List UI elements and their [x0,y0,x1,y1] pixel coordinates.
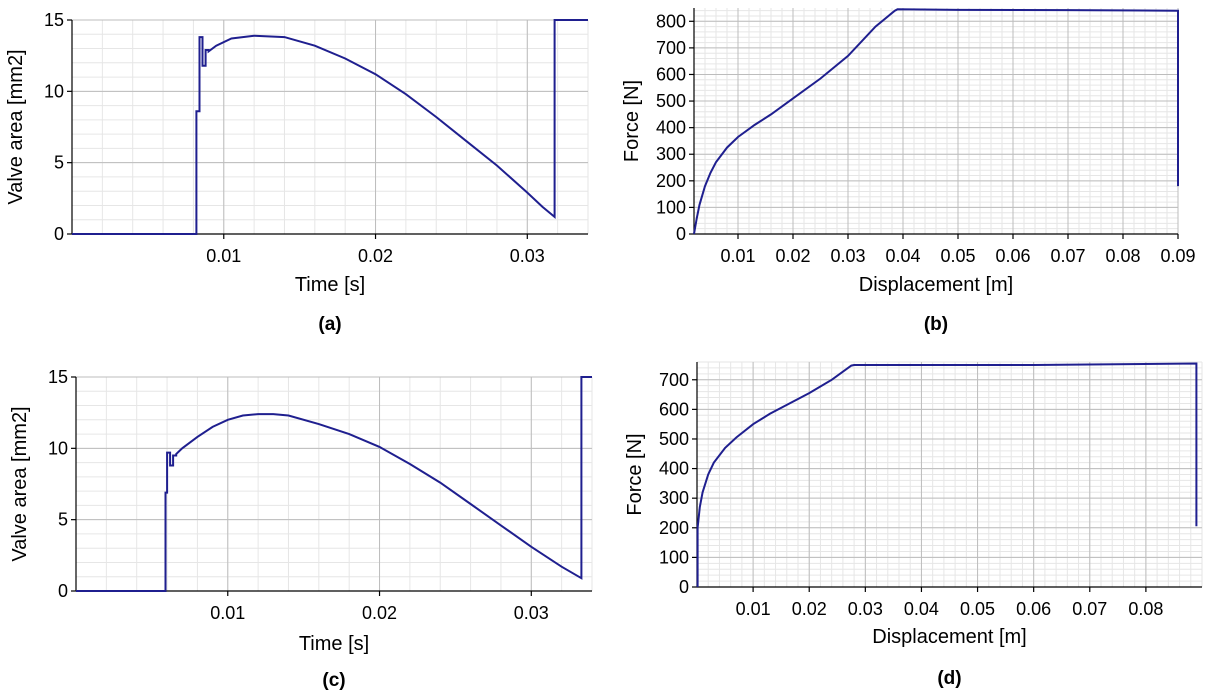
y-tick-label: 300 [659,488,689,508]
y-tick-label: 100 [656,197,686,217]
x-tick-label: 0.02 [362,603,397,623]
x-tick-label: 0.04 [904,599,939,619]
x-tick-label: 0.08 [1128,599,1163,619]
x-tick-label: 0.05 [960,599,995,619]
x-axis-label: Displacement [m] [859,274,1014,296]
y-tick-label: 0 [54,224,64,244]
x-tick-label: 0.02 [792,599,827,619]
x-tick-label: 0.03 [514,603,549,623]
x-tick-label: 0.07 [1072,599,1107,619]
panel-label: (b) [924,314,948,335]
y-axis-label: Force [N] [624,433,646,515]
x-tick-label: 0.03 [848,599,883,619]
x-axis-label: Time [s] [299,633,369,655]
y-tick-label: 600 [656,64,686,84]
y-tick-label: 15 [48,367,68,387]
x-tick-label: 0.03 [510,246,545,266]
y-tick-label: 800 [656,11,686,31]
y-tick-label: 500 [659,429,689,449]
series-line [76,376,592,592]
chart-panel-b: 0.01 0.02 0.03 0.04 0.05 0.06 0.07 0.08 0.09 0 100… [621,8,1196,335]
y-tick-label: 5 [54,153,64,173]
x-tick-label: 0.07 [1050,246,1085,266]
y-tick-label: 0 [679,577,689,597]
series-line [693,8,1179,235]
x-tick-label: 0.03 [830,246,865,266]
y-axis-label: Valve area [mm2] [9,406,31,561]
y-tick-label: 100 [659,547,689,567]
y-tick-label: 10 [48,438,68,458]
chart-panel-c: 0.01 0.02 0.03 0 5 10 15 Time [s] Valve area [mm… [9,367,593,691]
y-tick-label: 400 [656,118,686,138]
y-tick-label: 5 [58,510,68,530]
y-tick-label: 700 [659,370,689,390]
x-tick-label: 0.04 [885,246,920,266]
x-tick-label: 0.06 [1016,599,1051,619]
x-axis-label: Displacement [m] [872,626,1027,648]
panel-label: (c) [322,670,345,691]
y-axis-label: Force [N] [621,80,643,162]
y-tick-label: 600 [659,399,689,419]
x-tick-label: 0.08 [1105,246,1140,266]
panel-label: (d) [937,668,961,689]
series-line [72,19,588,235]
x-tick-label: 0.01 [720,246,755,266]
x-tick-label: 0.02 [358,246,393,266]
series-line [696,362,1198,587]
y-tick-label: 400 [659,459,689,479]
x-tick-label: 0.01 [210,603,245,623]
x-tick-label: 0.06 [995,246,1030,266]
y-tick-label: 10 [44,81,64,101]
y-tick-label: 700 [656,38,686,58]
y-tick-label: 300 [656,144,686,164]
x-tick-label: 0.09 [1160,246,1195,266]
panel-label: (a) [318,314,341,335]
x-tick-label: 0.01 [206,246,241,266]
y-tick-label: 15 [44,10,64,30]
y-tick-label: 0 [58,581,68,601]
x-tick-label: 0.02 [775,246,810,266]
y-axis-label: Valve area [mm2] [5,49,27,204]
y-tick-label: 200 [659,518,689,538]
x-tick-label: 0.05 [940,246,975,266]
chart-panel-d: 0.01 0.02 0.03 0.04 0.05 0.06 0.07 0.08 0 100 200 3… [624,361,1203,689]
x-tick-label: 0.01 [736,599,771,619]
y-tick-label: 500 [656,91,686,111]
chart-panel-a: 0.01 0.02 0.03 0 5 10 15 Time [s] Valve area [mm… [5,10,589,335]
x-axis-label: Time [s] [295,274,365,296]
y-tick-label: 200 [656,171,686,191]
y-tick-label: 0 [676,224,686,244]
